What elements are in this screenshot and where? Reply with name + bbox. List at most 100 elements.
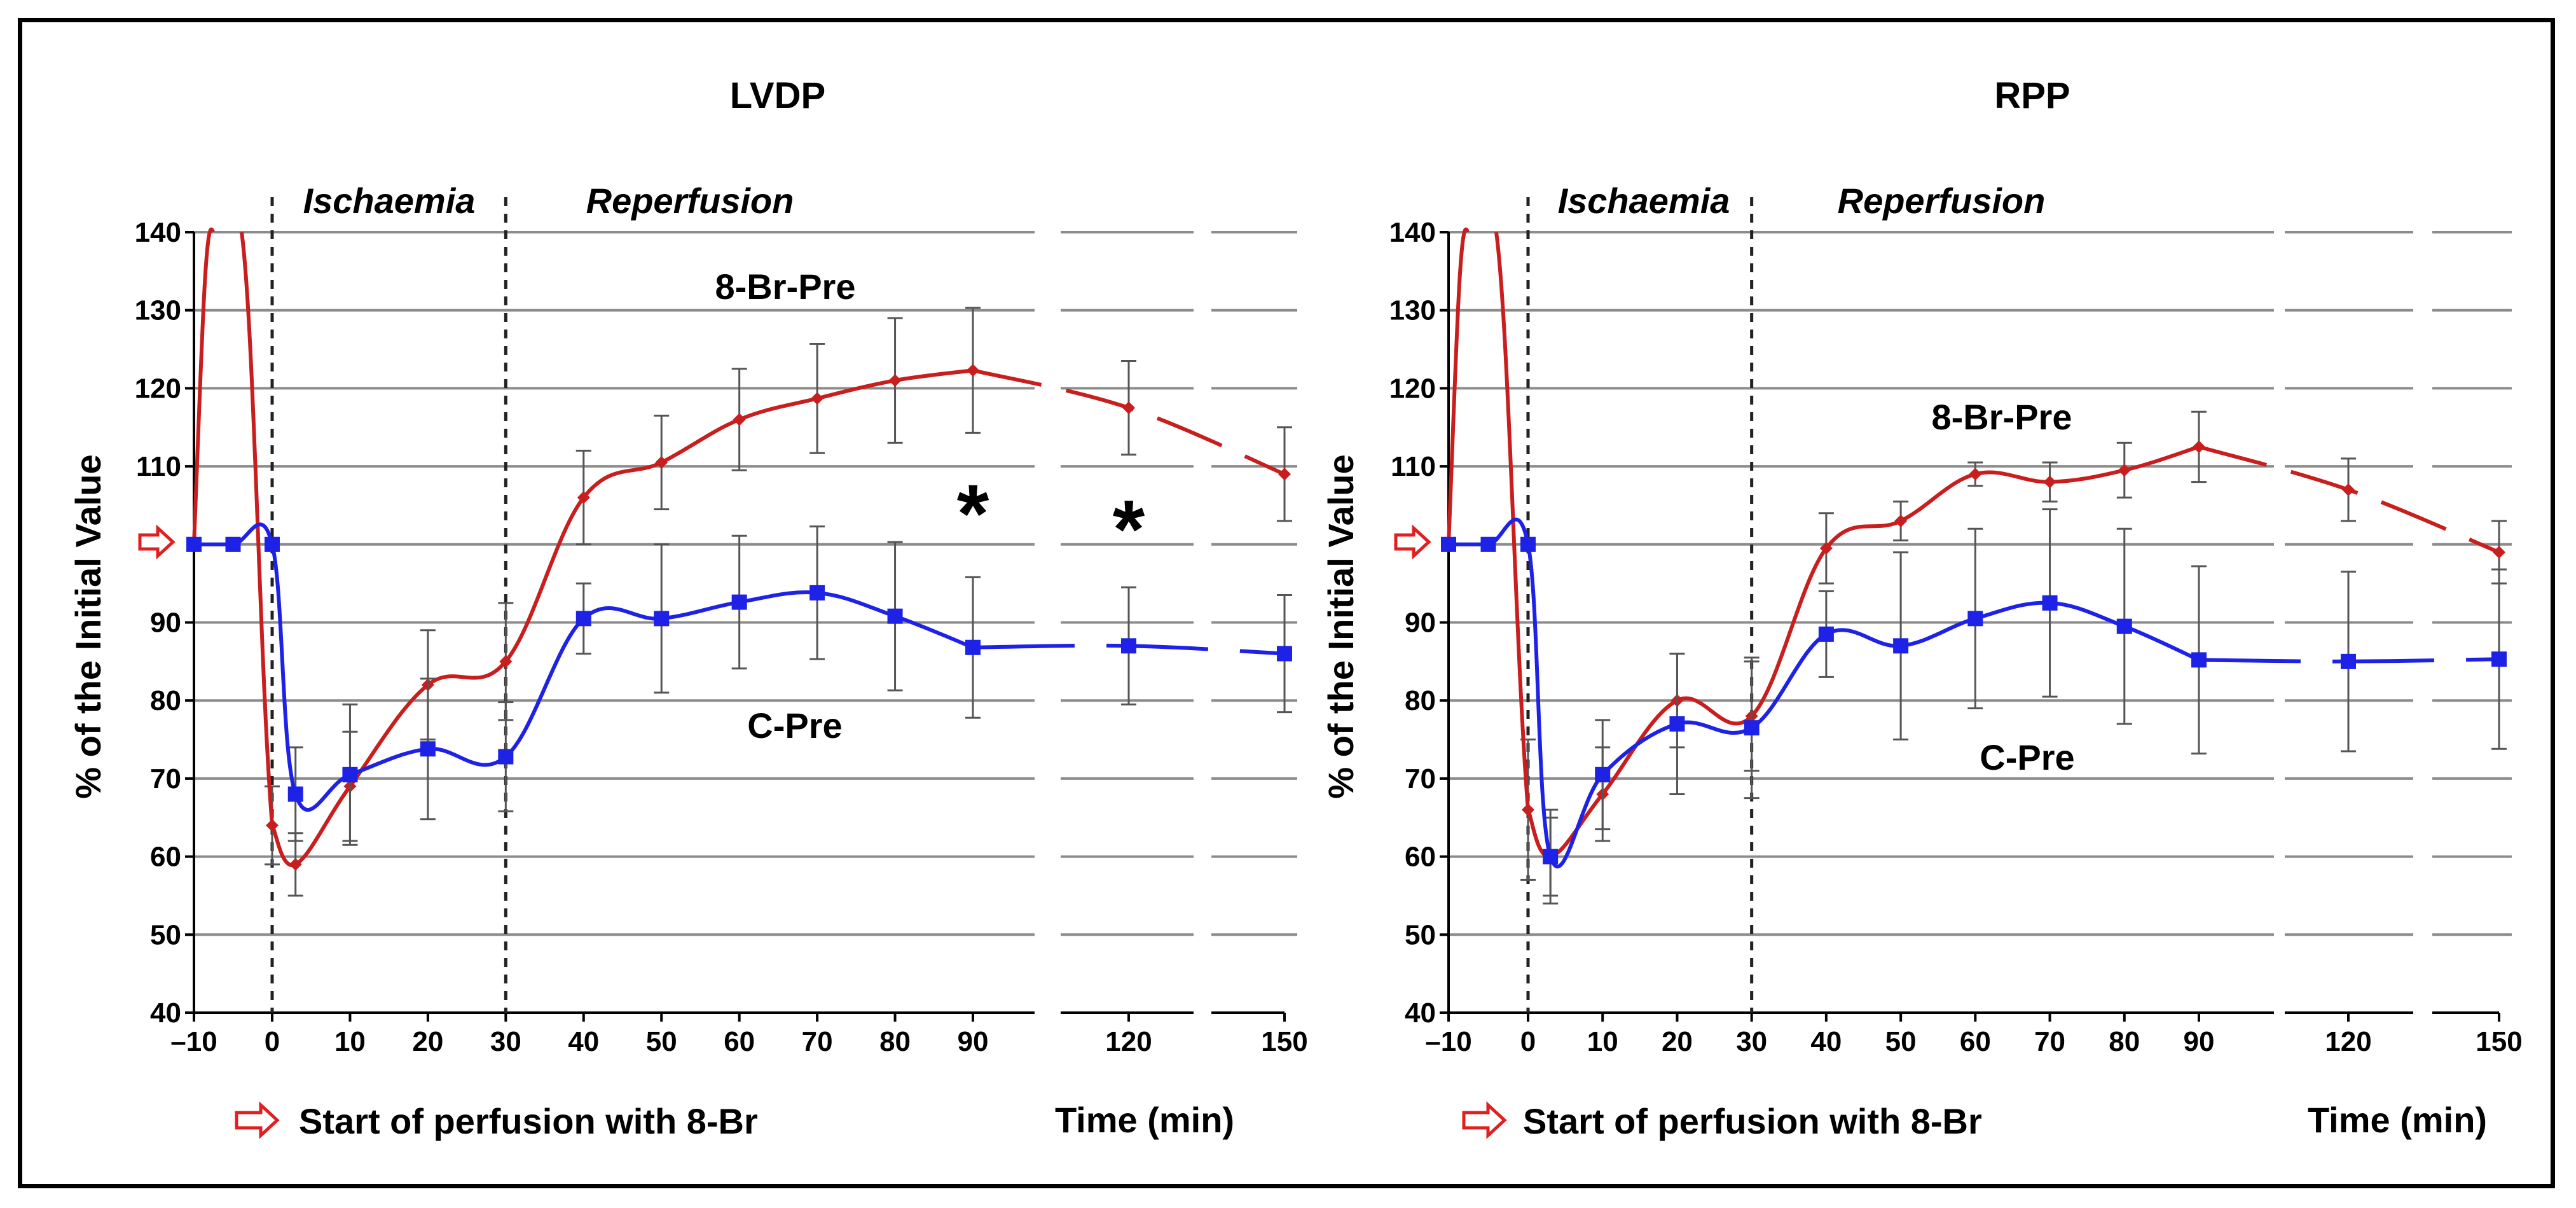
lvdp-series-line <box>194 522 974 812</box>
lvdp-y-tick-label: 50 <box>150 919 181 950</box>
lvdp-marker-diamond <box>499 655 513 668</box>
lvdp-title: LVDP <box>730 75 825 116</box>
lvdp-start-note: Start of perfusion with 8-Br <box>235 1101 758 1141</box>
lvdp-marker-square <box>1277 646 1292 662</box>
rpp-marker-square <box>2191 652 2207 668</box>
rpp-start-note-text: Start of perfusion with 8-Br <box>1523 1101 1982 1141</box>
lvdp-series-spike <box>192 227 274 826</box>
rpp-x-tick-label: 30 <box>1736 1026 1767 1057</box>
rpp-marker-square <box>1669 716 1685 732</box>
rpp-y-tick-label: 70 <box>1405 763 1436 795</box>
lvdp-marker-diamond <box>1278 468 1291 481</box>
lvdp-marker-square <box>887 608 903 624</box>
figure-frame <box>18 18 2555 1188</box>
lvdp-series-label-cpre: C-Pre <box>747 705 842 746</box>
rpp-marker-diamond <box>2193 440 2205 454</box>
lvdp-series-8br-pre <box>188 227 1292 897</box>
rpp-y-axis-label: % of the Initial Value <box>1321 454 1361 798</box>
rpp-series-line <box>1449 517 2200 869</box>
lvdp-y-ticks: 40 50 60 70 80 90 110 120 130 140 <box>135 217 194 1029</box>
rpp-marker-square <box>2042 595 2058 611</box>
lvdp-x-ticks: –10 0 10 20 30 40 50 60 70 80 90 120 150 <box>170 1013 1308 1057</box>
rpp-series-line <box>1526 445 2200 859</box>
lvdp-series-c-pre <box>186 522 1292 846</box>
rpp-marker-diamond <box>2493 546 2505 559</box>
rpp-gridlines <box>1449 231 2512 936</box>
rpp-marker-diamond <box>1819 541 1833 555</box>
rpp-marker-square <box>2116 618 2132 634</box>
rpp-marker-square <box>1520 536 1536 552</box>
rpp-marker-diamond <box>2043 475 2056 489</box>
rpp-series-label-8br: 8-Br-Pre <box>1932 397 2072 437</box>
lvdp-marker-square <box>575 611 591 627</box>
lvdp-marker-square <box>186 536 202 552</box>
rpp-x-tick-label: 40 <box>1810 1026 1842 1057</box>
rpp-y-tick-label: 40 <box>1405 997 1436 1029</box>
rpp-marker-diamond <box>2118 464 2131 477</box>
lvdp-series-label-8br: 8-Br-Pre <box>715 267 856 307</box>
lvdp-y-tick-label: 70 <box>150 763 181 795</box>
lvdp-marker-diamond <box>967 364 979 377</box>
lvdp-marker-diamond <box>577 491 590 504</box>
lvdp-y-tick-label: 90 <box>150 607 181 639</box>
rpp-marker-square <box>1744 720 1760 736</box>
rpp-x-tick-label: 0 <box>1520 1026 1536 1057</box>
lvdp-marker-square <box>731 594 747 610</box>
rpp-series-c-pre <box>1441 508 2507 905</box>
lvdp-marker-square <box>1121 638 1136 654</box>
lvdp-y-tick-label: 80 <box>150 685 181 716</box>
lvdp-marker-square <box>225 536 241 552</box>
lvdp-marker-diamond <box>733 413 746 426</box>
rpp-x-tick-label: 90 <box>2184 1026 2215 1057</box>
rpp-series-spike <box>1447 227 1530 810</box>
lvdp-x-tick-label: 70 <box>802 1026 833 1057</box>
lvdp-reference-arrow-icon <box>138 524 176 560</box>
lvdp-gridlines <box>194 231 1297 936</box>
lvdp-marker-diamond <box>888 374 902 387</box>
lvdp-x-tick-label: 0 <box>265 1026 280 1057</box>
rpp-y-tick-label: 110 <box>1391 451 1436 482</box>
lvdp-y-tick-label: 40 <box>150 997 181 1029</box>
lvdp-marker-square <box>342 767 358 782</box>
lvdp-x-axis-label: Time (min) <box>1055 1100 1234 1140</box>
lvdp-x-tick-label: –10 <box>170 1026 217 1057</box>
lvdp-start-arrow-icon <box>235 1101 280 1139</box>
lvdp-x-tick-label: 120 <box>1105 1026 1152 1057</box>
rpp-series-label-cpre: C-Pre <box>1980 737 2074 777</box>
lvdp-significance-star: * <box>1113 483 1145 576</box>
lvdp-x-tick-label: 40 <box>568 1026 599 1057</box>
lvdp-significance-star: * <box>957 467 989 560</box>
rpp-x-tick-label: 60 <box>1960 1026 1991 1057</box>
rpp-marker-square <box>1441 536 1456 552</box>
rpp-y-tick-label: 130 <box>1389 295 1436 326</box>
rpp-marker-square <box>2341 653 2356 669</box>
lvdp-start-note-text: Start of perfusion with 8-Br <box>299 1101 758 1141</box>
lvdp-marker-square <box>654 611 670 627</box>
rpp-start-arrow-icon <box>1462 1101 1507 1139</box>
lvdp-y-tick-label: 110 <box>136 451 181 482</box>
lvdp-marker-diamond <box>1122 401 1135 415</box>
lvdp-x-tick-label: 60 <box>724 1026 755 1057</box>
rpp-x-tick-label: 20 <box>1662 1026 1693 1057</box>
rpp-x-ticks: –10 0 10 20 30 40 50 60 70 80 90 120 150 <box>1425 1013 2523 1057</box>
rpp-x-tick-label: 10 <box>1587 1026 1618 1057</box>
lvdp-reperfusion-label: Reperfusion <box>586 181 794 221</box>
rpp-x-tick-label: 80 <box>2109 1026 2140 1057</box>
rpp-ischaemia-label: Ischaemia <box>1558 181 1730 221</box>
lvdp-panel: LVDP Ischaemia Reperfusion % of the Init… <box>68 75 1308 1141</box>
lvdp-y-tick-label: 60 <box>150 842 181 873</box>
rpp-y-tick-label: 50 <box>1405 919 1436 950</box>
rpp-y-tick-label: 90 <box>1405 607 1436 639</box>
lvdp-y-axis-label: % of the Initial Value <box>68 454 108 798</box>
lvdp-x-tick-label: 80 <box>879 1026 911 1057</box>
lvdp-x-tick-label: 10 <box>334 1026 366 1057</box>
rpp-y-tick-label: 140 <box>1389 217 1436 248</box>
lvdp-marker-square <box>265 536 280 552</box>
rpp-marker-square <box>1893 638 1909 654</box>
rpp-marker-square <box>1480 536 1496 552</box>
rpp-marker-square <box>2491 651 2507 667</box>
lvdp-marker-diamond <box>266 819 279 832</box>
lvdp-x-tick-label: 30 <box>490 1026 521 1057</box>
lvdp-series-line <box>270 368 974 868</box>
